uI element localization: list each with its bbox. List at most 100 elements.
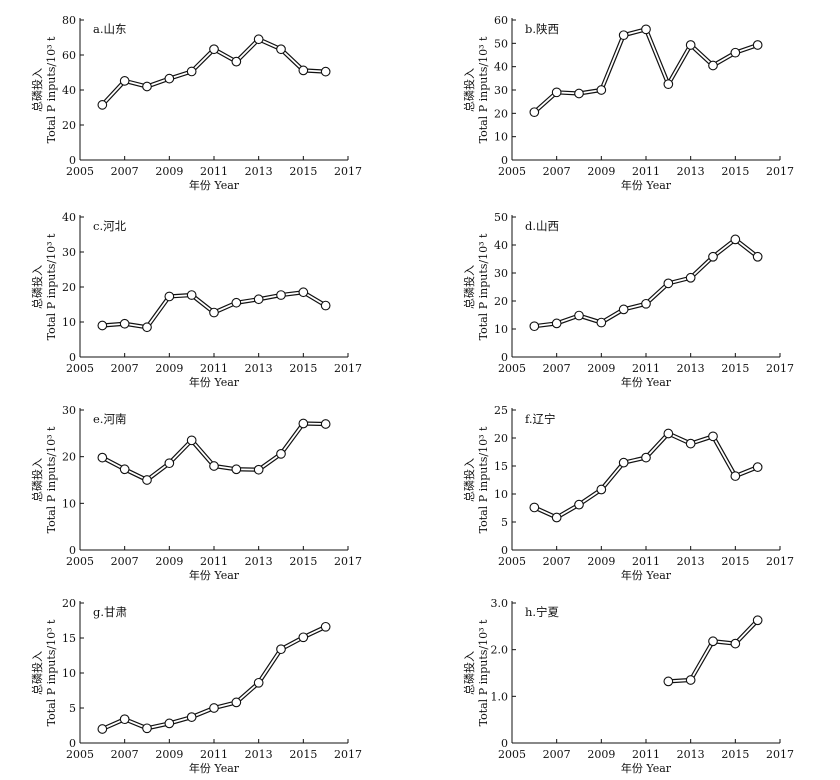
y-tick-label: 20 bbox=[62, 597, 76, 610]
y-tick-label: 0 bbox=[501, 351, 508, 364]
x-tick-label: 2013 bbox=[677, 555, 705, 568]
x-tick-label: 2007 bbox=[111, 555, 139, 568]
data-point bbox=[685, 675, 696, 685]
data-point bbox=[142, 475, 152, 485]
x-tick-label: 2015 bbox=[289, 555, 317, 568]
data-point bbox=[320, 621, 331, 632]
data-point bbox=[231, 697, 242, 708]
y-tick-label: 0 bbox=[69, 351, 76, 364]
series-line-inner bbox=[668, 619, 759, 683]
data-point bbox=[164, 458, 175, 469]
y-tick-label: 1.0 bbox=[491, 690, 509, 703]
y-axis-title-en: Total P inputs/10³ t bbox=[477, 233, 490, 340]
y-tick-label: 0 bbox=[69, 544, 76, 557]
panel-label: g.甘肃 bbox=[93, 605, 127, 619]
y-axis-title: 总磷投入Total P inputs/10³ t bbox=[462, 426, 490, 533]
y-tick-label: 0 bbox=[501, 154, 508, 167]
x-axis-title: 年份 Year bbox=[621, 568, 672, 582]
data-point bbox=[298, 418, 309, 429]
data-point bbox=[164, 73, 175, 84]
data-point bbox=[685, 272, 696, 283]
x-tick-label: 2005 bbox=[498, 748, 526, 761]
y-axis-title-cn: 总磷投入 bbox=[30, 68, 44, 112]
x-tick-label: 2017 bbox=[334, 362, 362, 375]
chart-panel-3: 0 10 20 30 40 50 2005 2007 2009 2011 2013 2015 2017 年… bbox=[462, 211, 794, 389]
chart-panel-6: 0 5 10 15 20 2005 2007 2009 2011 2013 2015 2017 年份 Y… bbox=[30, 597, 362, 775]
data-point bbox=[641, 452, 651, 463]
y-tick-label: 60 bbox=[494, 14, 508, 27]
data-point bbox=[708, 60, 718, 71]
x-tick-label: 2007 bbox=[543, 748, 571, 761]
y-tick-label: 50 bbox=[494, 211, 508, 224]
x-tick-label: 2015 bbox=[289, 165, 317, 178]
series-line-outer bbox=[101, 624, 327, 731]
y-tick-label: 80 bbox=[62, 14, 76, 27]
data-point bbox=[596, 484, 607, 495]
x-tick-label: 2009 bbox=[155, 748, 183, 761]
x-tick-label: 2007 bbox=[111, 362, 139, 375]
x-tick-label: 2009 bbox=[155, 362, 183, 375]
data-point bbox=[164, 718, 175, 729]
x-tick-label: 2013 bbox=[245, 362, 273, 375]
data-point bbox=[186, 435, 197, 446]
y-axis-title-en: Total P inputs/10³ t bbox=[45, 426, 58, 533]
y-axis-title: 总磷投入Total P inputs/10³ t bbox=[30, 36, 58, 143]
y-tick-label: 20 bbox=[494, 107, 508, 120]
data-point bbox=[119, 714, 130, 725]
x-tick-label: 2007 bbox=[543, 165, 571, 178]
series-line-inner bbox=[101, 422, 326, 482]
panel-label: a.山东 bbox=[93, 22, 127, 36]
data-point bbox=[641, 298, 651, 309]
data-point bbox=[529, 502, 540, 513]
data-point bbox=[142, 322, 152, 333]
data-point bbox=[253, 677, 264, 688]
data-point bbox=[730, 234, 741, 245]
data-point bbox=[97, 320, 108, 331]
y-tick-label: 0 bbox=[69, 154, 76, 167]
x-axis-title: 年份 Year bbox=[621, 178, 672, 192]
y-tick-label: 50 bbox=[494, 37, 508, 50]
y-tick-label: 40 bbox=[62, 84, 76, 97]
x-tick-label: 2009 bbox=[155, 165, 183, 178]
x-tick-label: 2017 bbox=[334, 555, 362, 568]
x-tick-label: 2017 bbox=[766, 555, 794, 568]
data-point bbox=[186, 66, 197, 77]
x-tick-label: 2011 bbox=[632, 555, 660, 568]
y-tick-label: 60 bbox=[62, 49, 76, 62]
x-tick-label: 2005 bbox=[498, 362, 526, 375]
x-tick-label: 2013 bbox=[245, 555, 273, 568]
y-tick-label: 25 bbox=[494, 404, 508, 417]
y-tick-label: 15 bbox=[62, 632, 76, 645]
x-axis-title: 年份 Year bbox=[189, 568, 240, 582]
x-tick-label: 2009 bbox=[587, 362, 615, 375]
data-point bbox=[752, 615, 763, 626]
y-axis-title-cn: 总磷投入 bbox=[462, 265, 476, 309]
x-tick-label: 2005 bbox=[66, 748, 94, 761]
y-axis-title-cn: 总磷投入 bbox=[30, 265, 44, 309]
y-tick-label: 5 bbox=[69, 702, 76, 715]
y-tick-label: 15 bbox=[494, 460, 508, 473]
y-tick-label: 20 bbox=[494, 432, 508, 445]
y-tick-label: 0 bbox=[501, 737, 508, 750]
data-point bbox=[551, 512, 562, 523]
y-axis-title-cn: 总磷投入 bbox=[30, 651, 44, 695]
data-point bbox=[574, 499, 584, 510]
y-axis-title-en: Total P inputs/10³ t bbox=[477, 36, 490, 143]
data-point bbox=[752, 40, 763, 50]
y-axis-title-cn: 总磷投入 bbox=[30, 458, 44, 502]
x-tick-label: 2005 bbox=[66, 555, 94, 568]
y-tick-label: 40 bbox=[494, 239, 508, 252]
data-point bbox=[209, 307, 219, 318]
data-point bbox=[209, 461, 219, 471]
x-tick-label: 2005 bbox=[66, 165, 94, 178]
data-point bbox=[730, 638, 741, 649]
data-point bbox=[97, 100, 108, 110]
y-tick-label: 3.0 bbox=[491, 597, 509, 610]
data-point bbox=[596, 85, 607, 95]
data-point bbox=[119, 318, 130, 329]
data-point bbox=[320, 66, 331, 77]
x-axis-title: 年份 Year bbox=[621, 761, 672, 775]
x-tick-label: 2011 bbox=[200, 555, 228, 568]
x-axis-title: 年份 Year bbox=[189, 178, 240, 192]
x-tick-label: 2009 bbox=[587, 748, 615, 761]
